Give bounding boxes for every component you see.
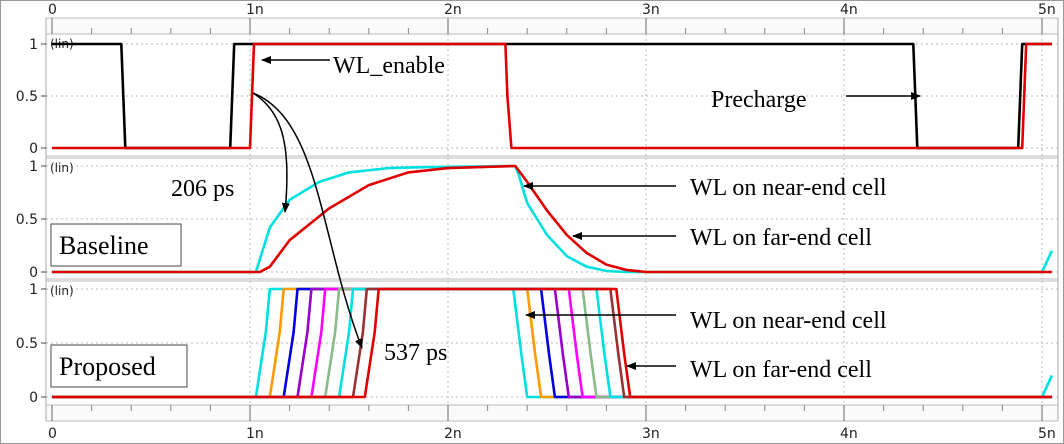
- scale-label: (lin): [50, 284, 74, 298]
- delay-proposed-curve: [252, 92, 363, 349]
- y-tick-label: 0.5: [16, 336, 38, 352]
- x-tick-label-bottom: 0: [48, 426, 57, 442]
- x-tick-label-bottom: 5n: [1038, 426, 1056, 442]
- y-tick-label: 0.5: [16, 212, 38, 228]
- x-tick-label-bottom: 2n: [444, 426, 462, 442]
- waveform-series-line: [52, 42, 1052, 150]
- proposed-near-label: WL on near-end cell: [690, 308, 887, 334]
- delay-proposed-label: 537 ps: [384, 340, 447, 366]
- proposed-far-label: WL on far-end cell: [690, 357, 872, 383]
- delay-baseline-curve: [252, 92, 290, 213]
- y-tick-label: 1: [29, 159, 38, 175]
- delay-baseline-label: 206 ps: [171, 176, 234, 202]
- proposed-label: Proposed: [59, 352, 156, 381]
- y-tick-label: 1: [29, 282, 38, 298]
- scale-label: (lin): [50, 161, 74, 175]
- waveform-series-line: [52, 164, 1052, 274]
- x-tick-label-top: 2n: [444, 2, 462, 18]
- top-axis-bar: [45, 17, 1059, 35]
- precharge-label: Precharge: [711, 87, 807, 113]
- baseline-far-label: WL on far-end cell: [690, 225, 872, 251]
- x-tick-label-bottom: 1n: [246, 426, 264, 442]
- y-tick-label: 0.5: [16, 89, 38, 105]
- y-tick-label: 0: [29, 390, 38, 406]
- series-layer: [52, 42, 1054, 399]
- baseline-box: [50, 223, 182, 267]
- baseline-near-label: WL on near-end cell: [690, 175, 887, 201]
- x-tick-label-top: 3n: [642, 2, 660, 18]
- baseline-label: Baseline: [59, 231, 149, 260]
- waveform-series-line: [52, 42, 1052, 150]
- annotation-layer: WL_enable Precharge 206 ps 537 ps WL on …: [50, 53, 921, 388]
- y-tick-label: 0: [29, 141, 38, 157]
- x-tick-label-top: 1n: [246, 2, 264, 18]
- proposed-box: [50, 344, 188, 388]
- x-tick-label-top: 4n: [840, 2, 858, 18]
- x-tick-label-bottom: 3n: [642, 426, 660, 442]
- y-tick-label: 0: [29, 265, 38, 281]
- bottom-axis-bar: [45, 404, 1059, 422]
- wl-enable-label: WL_enable: [333, 53, 445, 79]
- waveform-series-line: [52, 287, 1052, 399]
- x-tick-label-bottom: 4n: [840, 426, 858, 442]
- y-tick-label: 1: [29, 37, 38, 53]
- x-tick-label-top: 5n: [1038, 2, 1056, 18]
- x-tick-label-top: 0: [48, 2, 57, 18]
- axis-layer: 0 0 1n 1n 2n 2n 3n 3n 4n 4n 5n 5n 0 0.5 1 (lin) 0 0.5 1 (li…: [16, 2, 1056, 442]
